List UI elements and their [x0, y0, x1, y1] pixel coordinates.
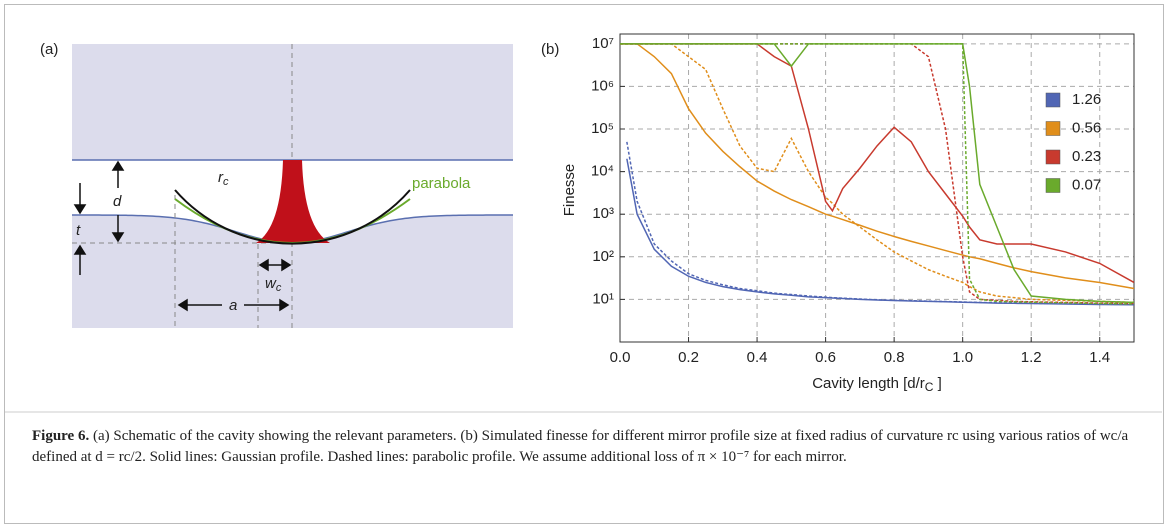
- arrowhead: [177, 298, 188, 312]
- gaussian-line: [626, 158, 1135, 306]
- symbol: w: [265, 275, 277, 292]
- subscript: C: [925, 380, 934, 394]
- field-mode: [256, 160, 330, 243]
- legend-label: 0.07: [1072, 176, 1101, 193]
- panel-label: (a): [40, 41, 58, 58]
- y-tick-label: 10³: [592, 205, 614, 222]
- rc-label: rc: [218, 169, 229, 188]
- y-tick-label: 10⁶: [591, 77, 614, 94]
- parabolic-line: [620, 43, 1135, 304]
- plot-frame: [619, 33, 1135, 343]
- subscript: c: [276, 282, 282, 294]
- caption-text: (a) Schematic of the cavity showing the …: [32, 428, 1129, 465]
- legend-swatch: [1045, 178, 1061, 193]
- x-tick-label: 1.4: [1089, 349, 1110, 366]
- subscript: c: [223, 176, 229, 188]
- x-tick-label: 0.8: [884, 349, 905, 366]
- parabola-label: parabola: [412, 175, 471, 192]
- legend-swatch: [1045, 92, 1061, 108]
- circle-curve: [174, 189, 411, 245]
- symbol: r: [218, 169, 224, 186]
- arrowhead: [73, 244, 87, 255]
- y-tick-label: 10²: [592, 248, 614, 265]
- wc-label: wc: [265, 275, 282, 294]
- y-tick-label: 10⁵: [591, 120, 614, 137]
- x-tick-label: 0.0: [610, 349, 631, 366]
- label-text: Cavity length [d/r: [812, 375, 925, 392]
- legend-swatch: [1045, 121, 1061, 136]
- guides: [72, 44, 293, 328]
- arrows: [73, 160, 292, 312]
- a-label: a: [229, 297, 237, 314]
- y-tick-label: 10⁴: [591, 163, 614, 180]
- caption-label: Figure 6.: [32, 428, 90, 444]
- panel-b: (b) Finesse Cavity length [d/rC ] wC /a …: [541, 33, 1135, 394]
- panel-a: (a) rc parabola d t wc a: [40, 41, 513, 328]
- y-tick-label: 10¹: [592, 290, 614, 307]
- arrowhead: [281, 258, 292, 272]
- legend-label: 0.56: [1072, 119, 1101, 136]
- d-label: d: [113, 193, 122, 210]
- arrowhead: [258, 258, 269, 272]
- arrowhead: [111, 232, 125, 243]
- x-tick-label: 0.2: [678, 349, 699, 366]
- t-label: t: [76, 222, 81, 239]
- figure-frame: [4, 4, 1164, 524]
- panel-label: (b): [541, 41, 559, 58]
- arrowhead: [279, 298, 290, 312]
- caption: Figure 6. (a) Schematic of the cavity sh…: [32, 426, 1132, 468]
- y-tick-label: 10⁷: [592, 35, 614, 52]
- x-tick-label: 1.0: [952, 349, 973, 366]
- legend-label: 1.26: [1072, 91, 1101, 108]
- legend-swatch: [1045, 149, 1061, 165]
- x-axis-label: Cavity length [d/rC ]: [812, 375, 942, 394]
- x-tick-label: 0.4: [747, 349, 768, 366]
- x-tick-label: 0.6: [815, 349, 836, 366]
- arrowhead: [111, 160, 125, 171]
- y-axis-label: Finesse: [561, 164, 578, 217]
- arrowhead: [73, 204, 87, 215]
- x-tick-label: 1.2: [1021, 349, 1042, 366]
- label-end: ]: [933, 375, 941, 392]
- gaussian-line: [620, 43, 1135, 290]
- legend-label: 0.23: [1072, 148, 1101, 165]
- gaussian-line: [620, 43, 1135, 304]
